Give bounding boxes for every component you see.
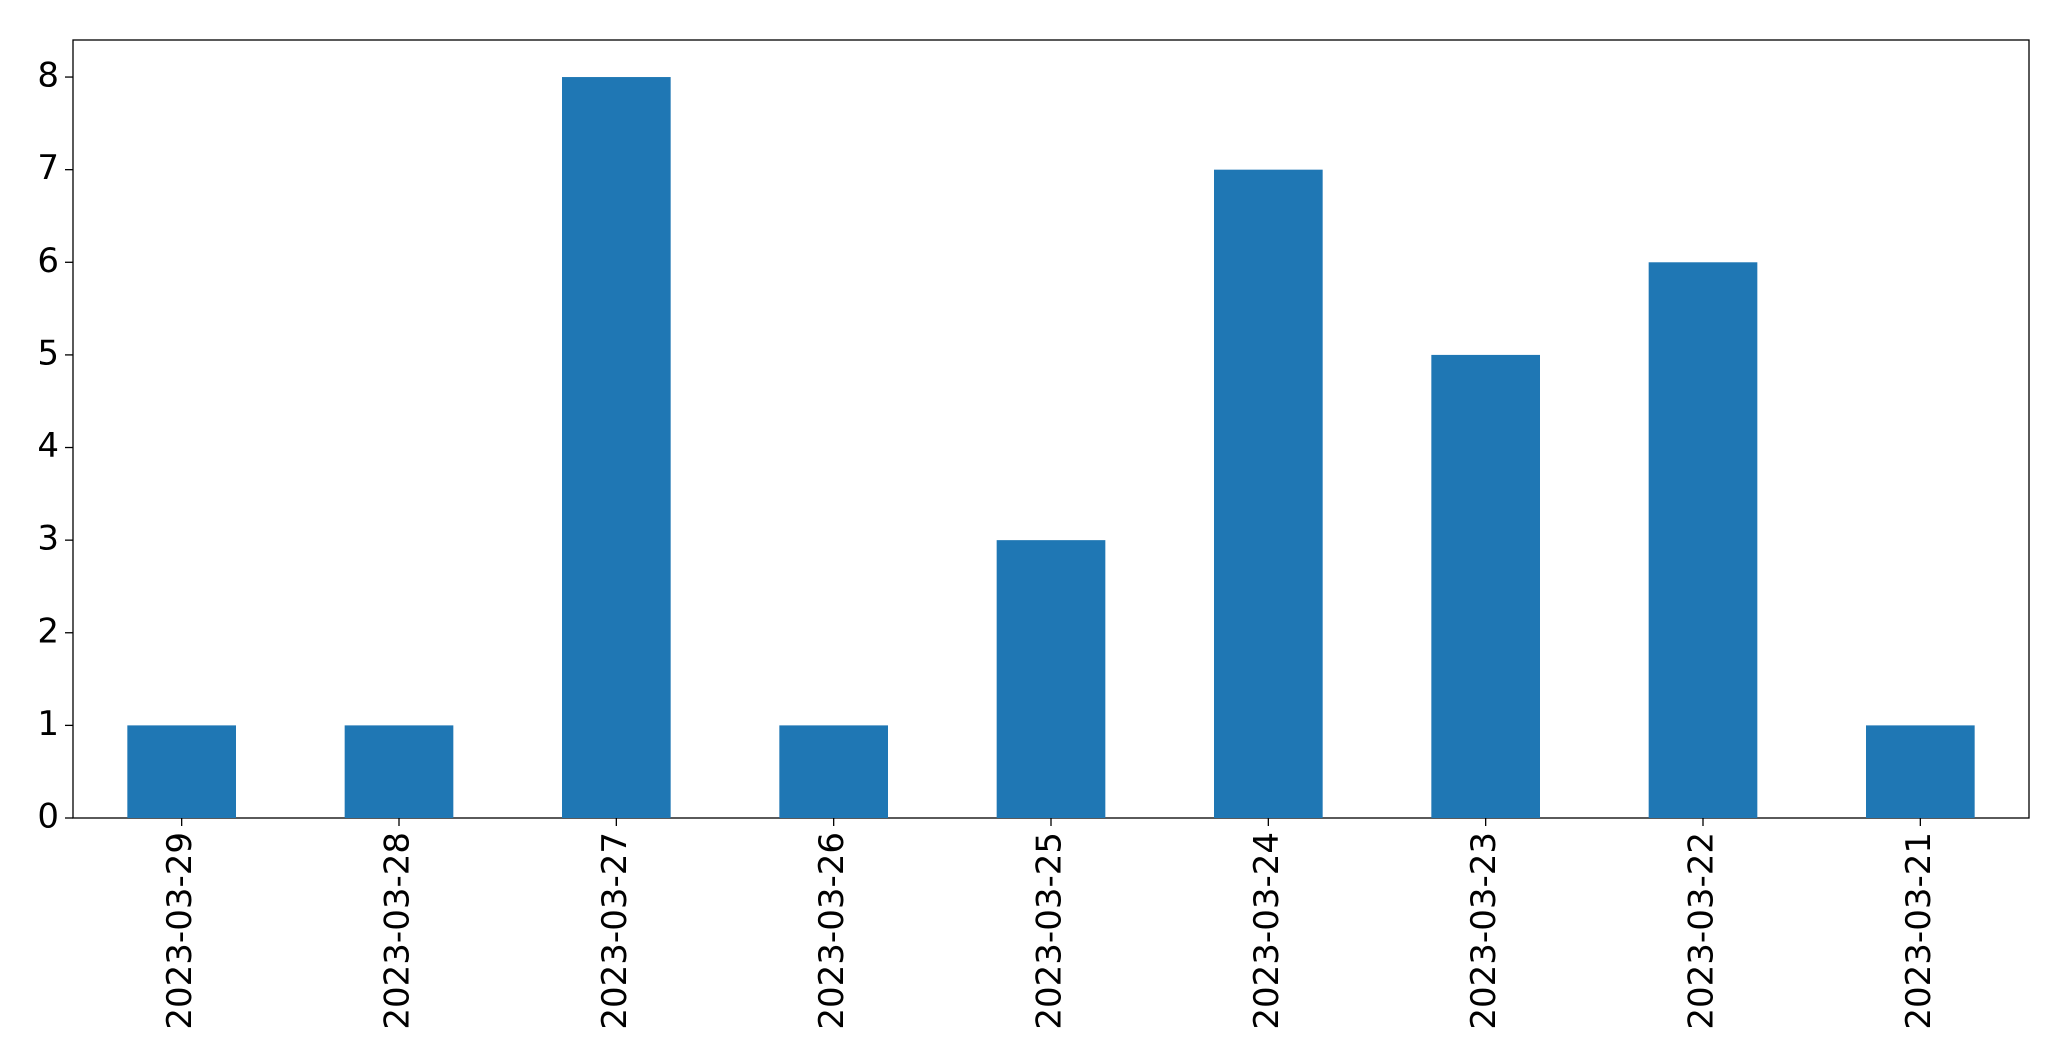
- x-tick-label: 2023-03-22: [1682, 832, 1722, 1030]
- bar: [1648, 262, 1758, 818]
- bar: [1431, 354, 1540, 818]
- bar: [779, 725, 888, 818]
- y-tick-label: 6: [37, 241, 59, 281]
- bar: [562, 77, 671, 819]
- y-tick-label: 3: [37, 519, 59, 559]
- y-tick-label: 8: [37, 56, 59, 96]
- x-tick-label: 2023-03-24: [1247, 832, 1287, 1030]
- bar: [1214, 169, 1323, 818]
- x-tick-label: 2023-03-25: [1030, 832, 1070, 1030]
- x-tick-label: 2023-03-21: [1899, 832, 1939, 1030]
- x-tick-label: 2023-03-28: [378, 832, 418, 1030]
- x-tick-label: 2023-03-23: [1464, 832, 1504, 1030]
- bar: [344, 725, 454, 818]
- y-tick-label: 7: [37, 148, 59, 188]
- y-tick-label: 4: [37, 426, 59, 466]
- y-tick-label: 2: [37, 611, 59, 651]
- y-tick-label: 0: [37, 797, 59, 837]
- bar: [996, 540, 1106, 818]
- x-tick-label: 2023-03-29: [160, 832, 200, 1030]
- bar: [1866, 725, 1975, 818]
- y-tick-label: 5: [37, 333, 59, 373]
- x-tick-label: 2023-03-27: [595, 832, 635, 1030]
- y-tick-label: 1: [37, 704, 59, 744]
- bar: [127, 725, 236, 818]
- x-tick-label: 2023-03-26: [812, 832, 852, 1030]
